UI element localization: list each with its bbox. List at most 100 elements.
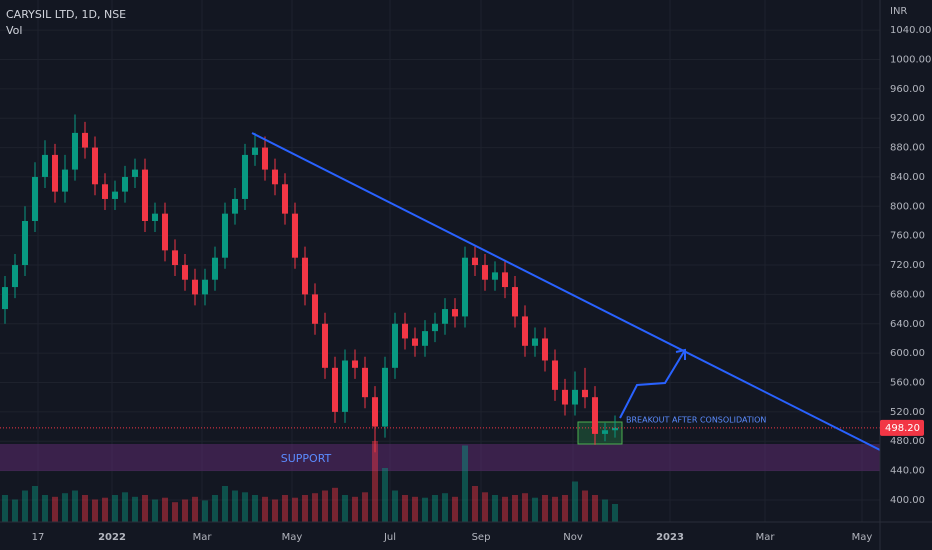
candle-body <box>42 154 48 177</box>
y-tick-label: 960.00 <box>890 84 925 95</box>
candle-body <box>492 272 498 280</box>
volume-bar <box>562 495 568 522</box>
candle-body <box>592 397 598 434</box>
candle-body <box>2 287 8 310</box>
candle-body <box>172 250 178 266</box>
last-price-label: 498.20 <box>885 423 920 434</box>
candle-body <box>472 257 478 266</box>
arrow-head <box>675 348 686 360</box>
volume-bar <box>612 504 618 522</box>
candle-body <box>292 213 298 258</box>
candle-body <box>52 154 58 192</box>
candle-body <box>12 265 18 288</box>
candle-body <box>562 389 568 405</box>
volume-bar <box>42 495 48 522</box>
volume-bar <box>492 495 498 522</box>
last-price-tag <box>880 419 924 436</box>
axes: 400.00 440.00 480.00 520.00 560.00 600.00 640.… <box>32 25 932 543</box>
x-tick-label: May <box>282 532 303 543</box>
volume-bar <box>572 481 578 522</box>
grid <box>0 0 880 522</box>
volume-bar <box>192 496 198 522</box>
candle-body <box>202 279 208 295</box>
candle-body <box>112 191 118 199</box>
volume-bar <box>242 492 248 522</box>
candle-body <box>252 147 258 155</box>
candle-body <box>372 397 378 427</box>
plot-area <box>0 114 880 522</box>
volume-bar <box>252 495 258 522</box>
y-tick-label: 880.00 <box>890 143 925 154</box>
volume-bar <box>122 492 128 522</box>
y-tick-label: 480.00 <box>890 436 925 447</box>
volume-bar <box>32 486 38 522</box>
candle-body <box>92 147 98 185</box>
candle-body <box>232 198 238 214</box>
volume-bar <box>302 495 308 522</box>
candle-body <box>442 309 448 324</box>
candle-body <box>62 169 68 192</box>
volume-bar <box>602 499 608 522</box>
candle-body <box>182 265 188 280</box>
volume-bar <box>462 445 468 522</box>
volume-bar <box>82 495 88 522</box>
volume-bar <box>582 490 588 522</box>
volume-bar <box>322 490 328 522</box>
volume-bar <box>422 497 428 522</box>
x-tick-label: Mar <box>193 532 213 543</box>
breakout-label: BREAKOUT AFTER CONSOLIDATION <box>626 416 766 425</box>
candle-body <box>32 176 38 221</box>
candle-body <box>132 169 138 177</box>
volume-bar <box>352 496 358 522</box>
volume-bar <box>292 497 298 522</box>
candle-body <box>332 367 338 412</box>
y-tick-label: 600.00 <box>890 348 925 359</box>
volume-bar <box>222 486 228 522</box>
x-tick-label: Jul <box>383 532 396 543</box>
candle-body <box>612 427 618 431</box>
volume-bar <box>22 490 28 522</box>
candle-body <box>462 257 468 317</box>
volume-bar <box>72 490 78 522</box>
chart-title: CARYSIL LTD, 1D, NSE <box>6 8 126 21</box>
volume-bar <box>272 499 278 522</box>
volume-bar <box>62 493 68 522</box>
volume-bar <box>182 499 188 522</box>
y-tick-label: 1040.00 <box>890 25 931 36</box>
candle-body <box>402 323 408 339</box>
candle-body <box>72 132 78 170</box>
y-tick-label: 840.00 <box>890 172 925 183</box>
y-tick-label: 760.00 <box>890 231 925 242</box>
volume-bar <box>102 497 108 522</box>
volume-bar <box>212 495 218 522</box>
volume-bar <box>592 495 598 522</box>
candle-body <box>212 257 218 280</box>
volume-bar <box>172 502 178 522</box>
candle-body <box>502 272 508 288</box>
volume-bar <box>522 493 528 522</box>
candle-body <box>542 338 548 361</box>
y-tick-label: 800.00 <box>890 201 925 212</box>
volume-bar <box>472 486 478 522</box>
volume-bar <box>312 493 318 522</box>
x-tick-label: Mar <box>756 532 776 543</box>
candle-body <box>392 323 398 368</box>
volume-bar <box>12 499 18 522</box>
candle-body <box>272 169 278 185</box>
candle-body <box>322 323 328 368</box>
volume-bar <box>152 499 158 522</box>
x-tick-label: 17 <box>32 532 45 543</box>
x-tick-label: 2022 <box>98 532 126 543</box>
candle-body <box>452 309 458 317</box>
candle-body <box>552 360 558 390</box>
volume-bar <box>482 492 488 522</box>
x-tick-label: May <box>852 532 873 543</box>
candle-body <box>342 360 348 412</box>
volume-bar <box>342 495 348 522</box>
candle-body <box>362 367 368 398</box>
candle-body <box>312 294 318 324</box>
consolidation-box <box>577 421 623 445</box>
candle-body <box>242 154 248 199</box>
volume-bar <box>132 496 138 522</box>
